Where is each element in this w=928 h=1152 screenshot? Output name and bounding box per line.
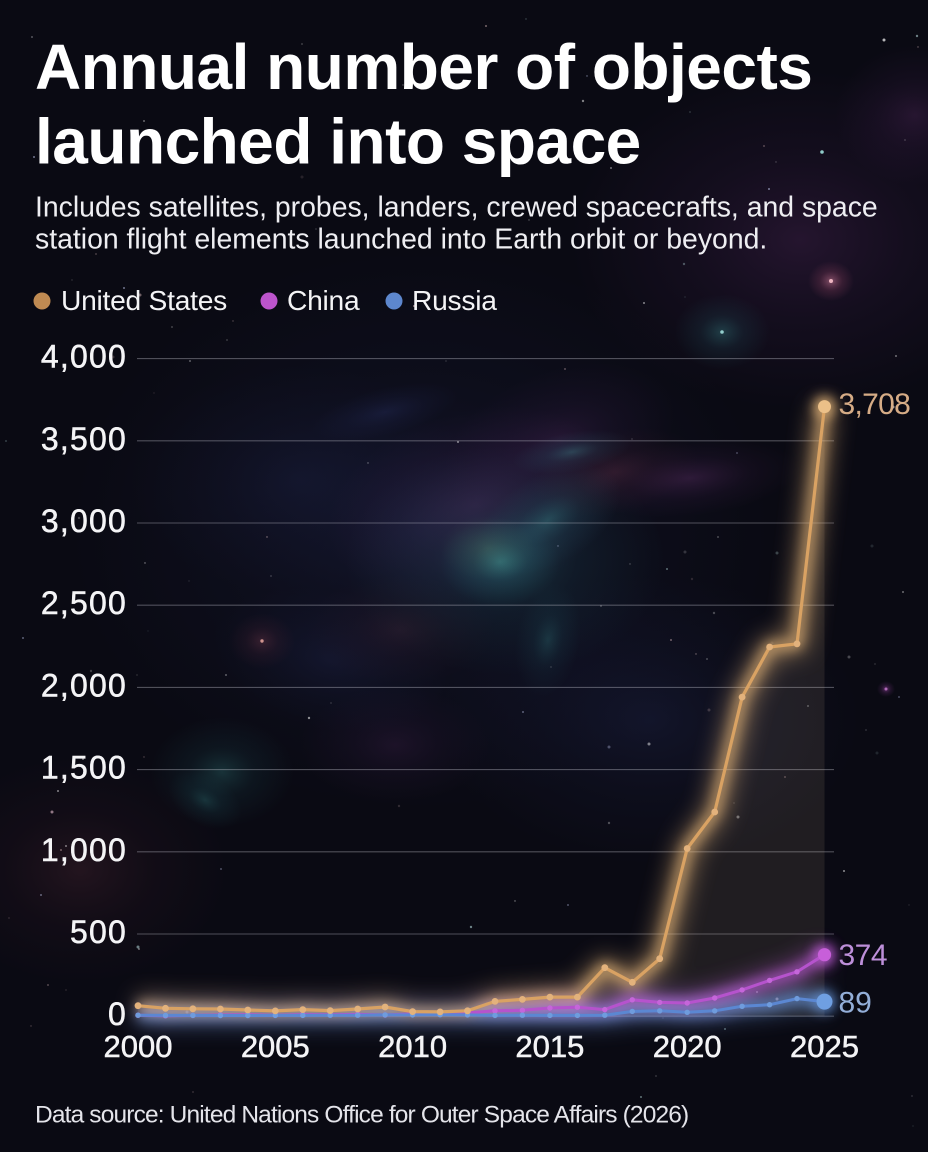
svg-text:2020: 2020: [653, 1029, 722, 1064]
svg-text:0: 0: [108, 996, 127, 1032]
svg-text:Annual number of objects: Annual number of objects: [35, 31, 812, 103]
svg-text:2,000: 2,000: [41, 667, 127, 703]
svg-text:Russia: Russia: [412, 284, 497, 316]
svg-text:374: 374: [839, 939, 888, 972]
svg-text:1,500: 1,500: [41, 750, 127, 786]
svg-text:2010: 2010: [378, 1029, 447, 1064]
svg-text:3,000: 3,000: [41, 503, 127, 539]
svg-text:station flight elements launch: station flight elements launched into Ea…: [35, 224, 767, 256]
svg-text:500: 500: [70, 914, 127, 950]
svg-text:2,500: 2,500: [41, 585, 127, 621]
svg-text:1,000: 1,000: [41, 832, 127, 868]
svg-text:89: 89: [839, 987, 872, 1020]
svg-text:4,000: 4,000: [41, 339, 127, 375]
svg-text:China: China: [287, 284, 360, 316]
svg-text:2005: 2005: [241, 1029, 310, 1064]
svg-text:launched into space: launched into space: [35, 106, 641, 178]
svg-text:3,708: 3,708: [839, 388, 911, 421]
svg-text:2025: 2025: [790, 1029, 859, 1064]
svg-text:2000: 2000: [104, 1029, 173, 1064]
svg-text:United States: United States: [61, 284, 227, 316]
svg-text:3,500: 3,500: [41, 421, 127, 457]
svg-text:2015: 2015: [515, 1029, 584, 1064]
svg-text:Data source: United Nations Of: Data source: United Nations Office for O…: [35, 1102, 688, 1129]
svg-text:Includes satellites, probes, l: Includes satellites, probes, landers, cr…: [35, 192, 878, 224]
